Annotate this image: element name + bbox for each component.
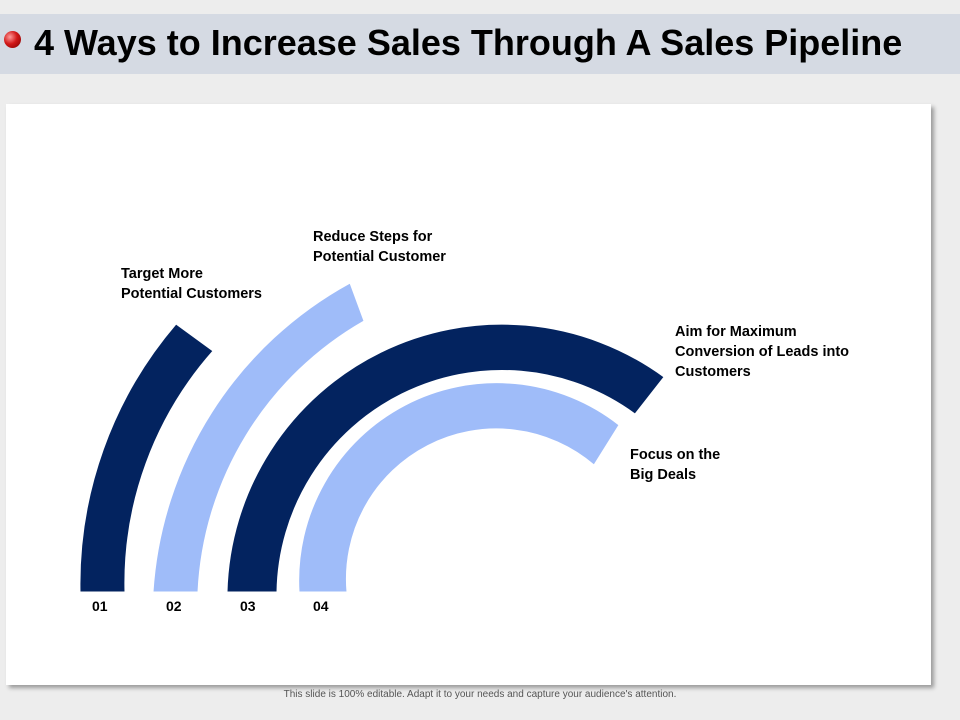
step-label-02: Reduce Steps for Potential Customer [313,229,446,265]
title-bar [0,14,960,74]
step-number-02: 02 [166,598,182,614]
step-number-01: 01 [92,598,108,614]
arc-03 [226,323,665,593]
step-number-03: 03 [240,598,256,614]
arc-04 [298,382,620,593]
step-label-03: Aim for Maximum Conversion of Leads into… [675,324,850,380]
arc-02 [152,282,365,593]
step-number-04: 04 [313,598,329,614]
page-title: 4 Ways to Increase Sales Through A Sales… [34,22,903,63]
arc-01 [79,323,214,593]
red-bullet-icon [4,31,21,48]
step-label-01: Target More Potential Customers [121,266,262,302]
footer-note: This slide is 100% editable. Adapt it to… [283,689,677,700]
step-label-04: Focus on the Big Deals [630,447,721,483]
